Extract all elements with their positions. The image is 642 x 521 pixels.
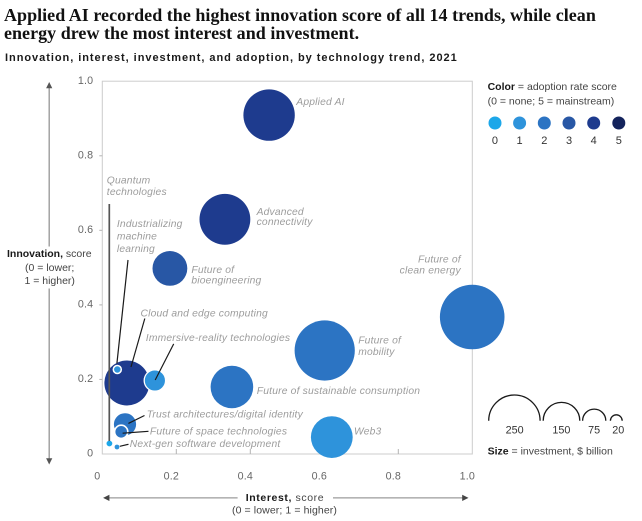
svg-text:0.6: 0.6 xyxy=(312,471,327,483)
svg-text:1: 1 xyxy=(517,135,523,147)
svg-text:75: 75 xyxy=(588,425,600,437)
svg-text:Color = adoption rate score: Color = adoption rate score xyxy=(488,81,617,93)
svg-text:0.2: 0.2 xyxy=(164,471,179,483)
svg-text:Size = investment, $ billion: Size = investment, $ billion xyxy=(488,445,613,457)
svg-text:Future of space technologies: Future of space technologies xyxy=(150,426,287,437)
svg-text:20: 20 xyxy=(612,425,624,437)
svg-text:(0 = lower;: (0 = lower; xyxy=(25,262,74,274)
svg-text:Future of: Future of xyxy=(191,265,235,276)
svg-text:Innovation, score: Innovation, score xyxy=(7,248,92,260)
svg-text:1.0: 1.0 xyxy=(460,471,475,483)
svg-text:Advanced: Advanced xyxy=(256,207,304,218)
svg-text:Next-gen software development: Next-gen software development xyxy=(130,439,282,450)
svg-text:0.8: 0.8 xyxy=(386,471,401,483)
svg-text:machine: machine xyxy=(117,231,157,242)
svg-text:Applied AI: Applied AI xyxy=(295,97,344,108)
svg-text:250: 250 xyxy=(506,425,524,437)
svg-text:1.0: 1.0 xyxy=(78,75,93,87)
svg-text:2: 2 xyxy=(541,135,547,147)
svg-text:mobility: mobility xyxy=(358,347,395,358)
svg-text:Future of: Future of xyxy=(358,335,402,346)
svg-text:0: 0 xyxy=(94,471,100,483)
svg-text:0: 0 xyxy=(492,135,498,147)
svg-text:3: 3 xyxy=(566,135,572,147)
svg-text:technologies: technologies xyxy=(107,187,167,198)
svg-text:1 = higher): 1 = higher) xyxy=(24,275,75,287)
svg-text:Cloud and edge computing: Cloud and edge computing xyxy=(141,308,268,319)
svg-text:Future of: Future of xyxy=(418,255,462,266)
svg-text:0.2: 0.2 xyxy=(78,373,93,385)
svg-text:4: 4 xyxy=(591,135,597,147)
svg-text:150: 150 xyxy=(552,425,570,437)
svg-text:Quantum: Quantum xyxy=(107,176,151,187)
svg-text:0.8: 0.8 xyxy=(78,149,93,161)
svg-text:0.4: 0.4 xyxy=(238,471,253,483)
svg-text:clean energy: clean energy xyxy=(400,266,462,277)
svg-text:0.6: 0.6 xyxy=(78,224,93,236)
svg-text:5: 5 xyxy=(616,135,622,147)
svg-text:0.4: 0.4 xyxy=(78,299,93,311)
svg-text:Industrializing: Industrializing xyxy=(117,219,183,230)
svg-text:Immersive-reality technologies: Immersive-reality technologies xyxy=(146,333,290,344)
svg-text:(0 = none; 5 = mainstream): (0 = none; 5 = mainstream) xyxy=(488,96,615,108)
svg-text:bioengineering: bioengineering xyxy=(191,276,261,287)
svg-text:Interest, score: Interest, score xyxy=(246,492,324,504)
svg-text:Web3: Web3 xyxy=(354,426,382,437)
svg-text:connectivity: connectivity xyxy=(257,217,314,228)
svg-text:Trust architectures/digital id: Trust architectures/digital identity xyxy=(147,410,304,421)
svg-text:learning: learning xyxy=(117,244,155,255)
svg-text:0: 0 xyxy=(87,448,93,460)
svg-text:Future of sustainable consumpt: Future of sustainable consumption xyxy=(257,386,420,397)
svg-text:(0 = lower; 1 = higher): (0 = lower; 1 = higher) xyxy=(232,505,337,517)
